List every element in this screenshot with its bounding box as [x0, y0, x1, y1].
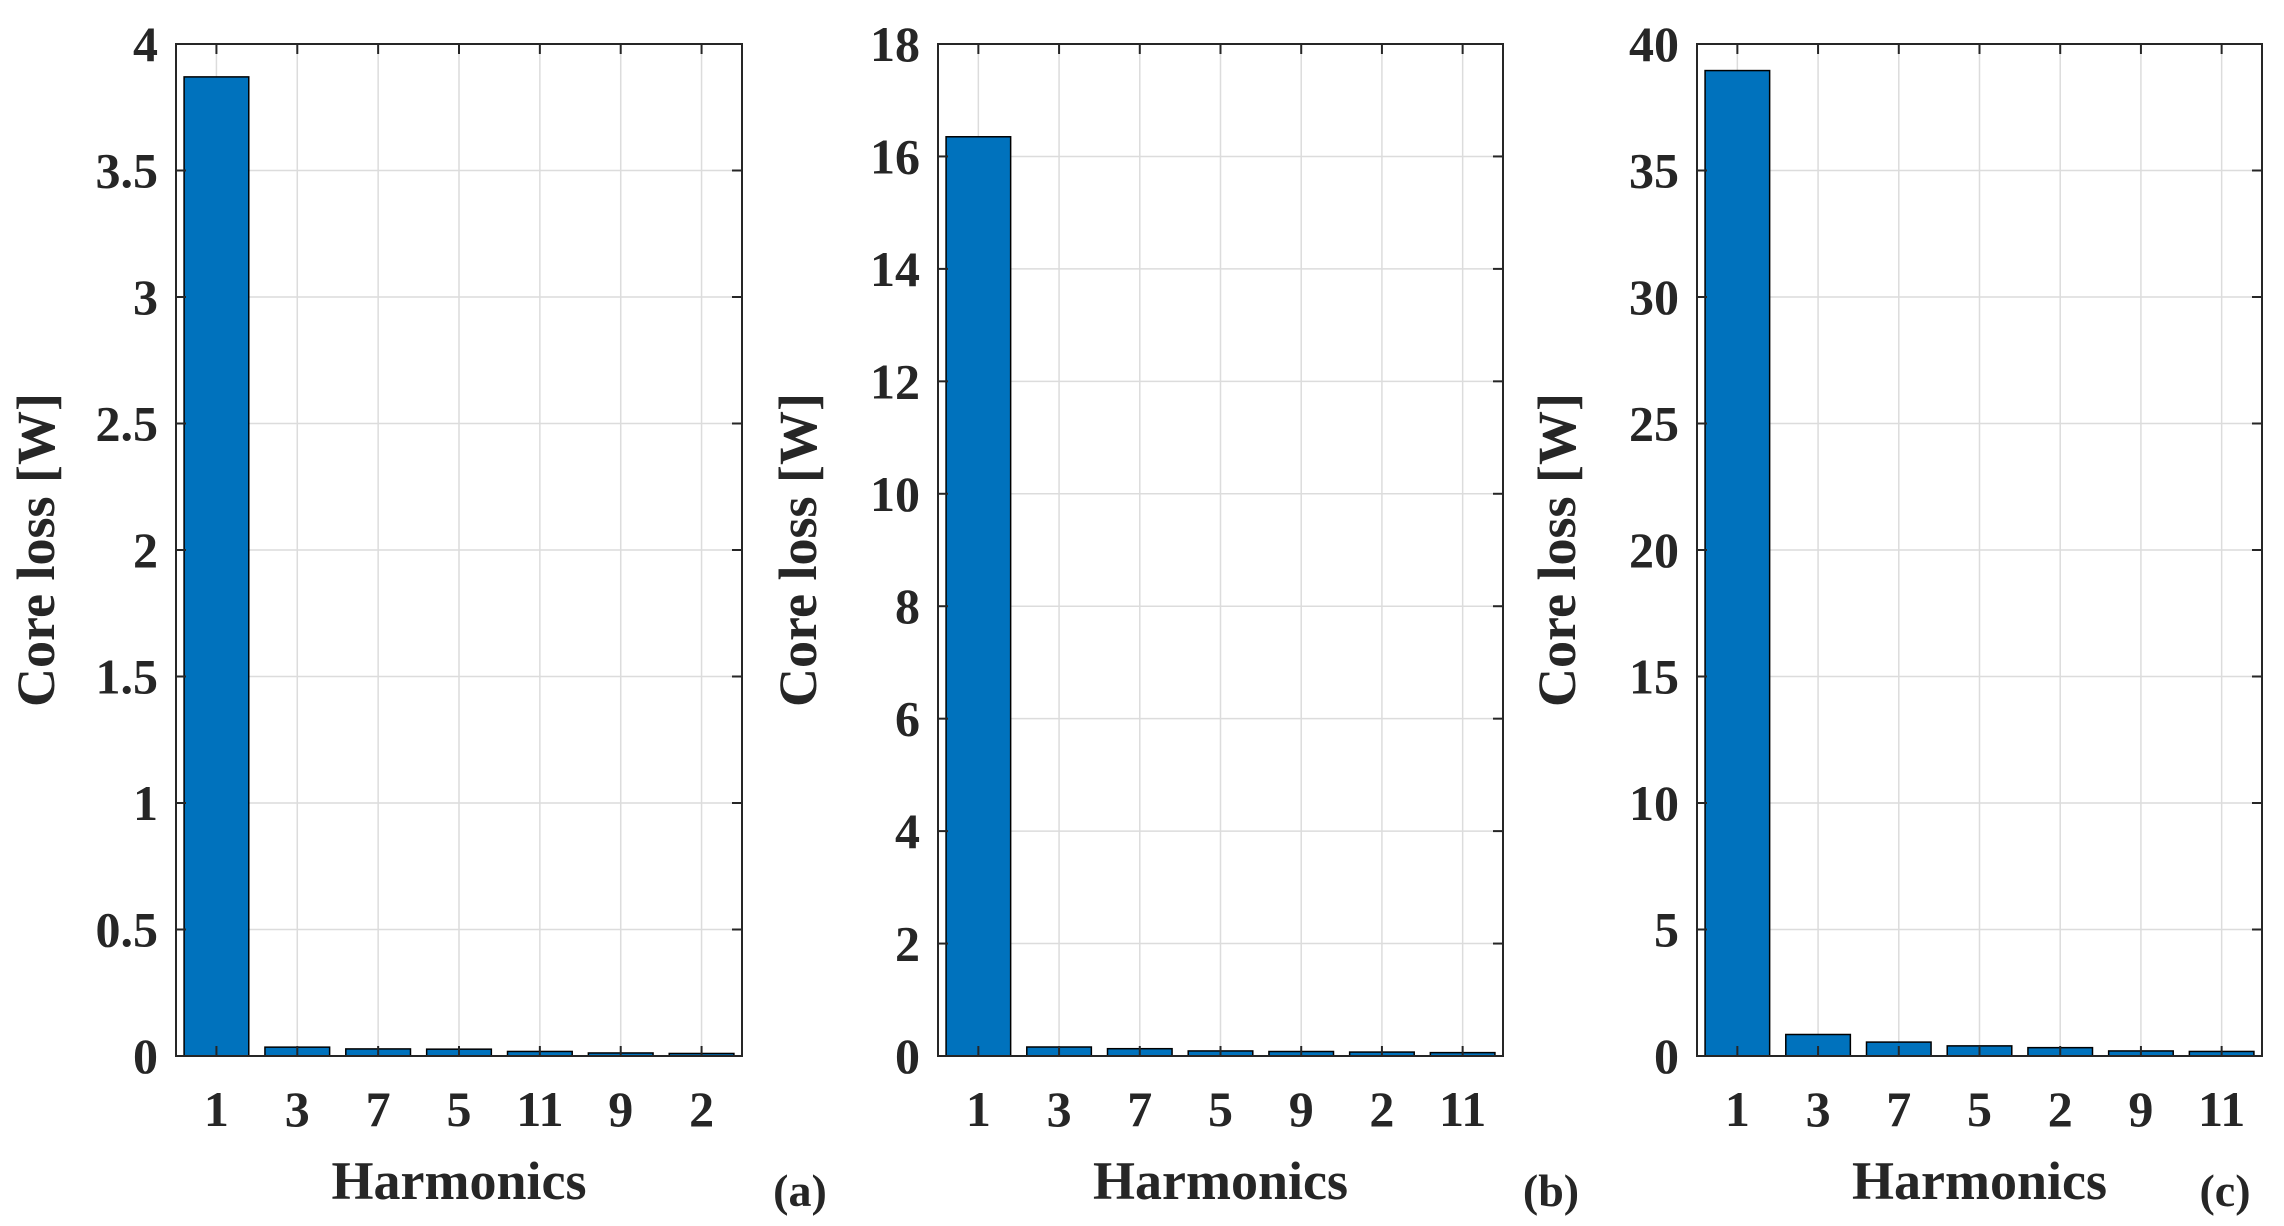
x-tick-label: 9 — [2128, 1081, 2153, 1137]
x-tick-label: 5 — [447, 1081, 472, 1137]
bar-harmonic-1 — [945, 136, 1012, 1057]
x-tick-label: 9 — [1289, 1081, 1314, 1137]
y-tick-label: 25 — [1629, 396, 1679, 452]
x-tick-label: 11 — [1439, 1081, 1486, 1137]
y-tick-label: 0.5 — [96, 902, 159, 958]
y-tick-label: 3.5 — [96, 143, 159, 199]
y-tick-label: 0 — [895, 1028, 920, 1084]
y-axis-title: Core loss [W] — [1527, 393, 1587, 707]
x-tick-label: 3 — [285, 1081, 310, 1137]
y-tick-label: 5 — [1654, 902, 1679, 958]
x-tick-label: 3 — [1047, 1081, 1072, 1137]
y-axis-title: Core loss [W] — [6, 393, 66, 707]
panel-label: (a) — [773, 1165, 827, 1216]
x-tick-label: 2 — [2048, 1081, 2073, 1137]
y-tick-label: 3 — [133, 269, 158, 325]
y-tick-label: 15 — [1629, 649, 1679, 705]
y-tick-label: 4 — [895, 803, 920, 859]
panel-label: (b) — [1523, 1165, 1579, 1216]
y-tick-label: 10 — [870, 466, 920, 522]
y-tick-label: 2 — [895, 916, 920, 972]
y-axis-title: Core loss [W] — [768, 393, 828, 707]
x-tick-label: 2 — [689, 1081, 714, 1137]
y-tick-label: 6 — [895, 691, 920, 747]
x-tick-label: 5 — [1967, 1081, 1992, 1137]
x-tick-label: 7 — [1886, 1081, 1911, 1137]
x-axis-title: Harmonics — [1093, 1151, 1348, 1211]
x-tick-label: 7 — [1127, 1081, 1152, 1137]
y-tick-label: 35 — [1629, 143, 1679, 199]
y-tick-label: 2.5 — [96, 396, 159, 452]
x-tick-label: 1 — [1725, 1081, 1750, 1137]
x-tick-label: 5 — [1208, 1081, 1233, 1137]
bar-harmonic-1 — [1704, 69, 1771, 1057]
x-tick-label: 7 — [366, 1081, 391, 1137]
y-tick-label: 12 — [870, 353, 920, 409]
x-axis-title: Harmonics — [1852, 1151, 2107, 1211]
x-tick-label: 9 — [608, 1081, 633, 1137]
panel-label: (c) — [2199, 1165, 2250, 1216]
y-tick-label: 1 — [133, 775, 158, 831]
x-tick-label: 1 — [204, 1081, 229, 1137]
y-tick-label: 30 — [1629, 269, 1679, 325]
y-tick-label: 4 — [133, 16, 158, 72]
x-tick-label: 11 — [516, 1081, 563, 1137]
x-tick-label: 11 — [2198, 1081, 2245, 1137]
y-tick-label: 18 — [870, 16, 920, 72]
y-tick-label: 20 — [1629, 522, 1679, 578]
y-tick-label: 10 — [1629, 775, 1679, 831]
y-tick-label: 14 — [870, 241, 920, 297]
y-tick-label: 1.5 — [96, 649, 159, 705]
y-tick-label: 2 — [133, 522, 158, 578]
bar-harmonic-1 — [183, 76, 250, 1057]
x-tick-label: 1 — [966, 1081, 991, 1137]
y-tick-label: 0 — [133, 1028, 158, 1084]
y-tick-label: 16 — [870, 128, 920, 184]
x-tick-label: 3 — [1806, 1081, 1831, 1137]
y-tick-label: 0 — [1654, 1028, 1679, 1084]
y-tick-label: 8 — [895, 578, 920, 634]
x-tick-label: 2 — [1369, 1081, 1394, 1137]
x-axis-title: Harmonics — [332, 1151, 587, 1211]
y-tick-label: 40 — [1629, 16, 1679, 72]
